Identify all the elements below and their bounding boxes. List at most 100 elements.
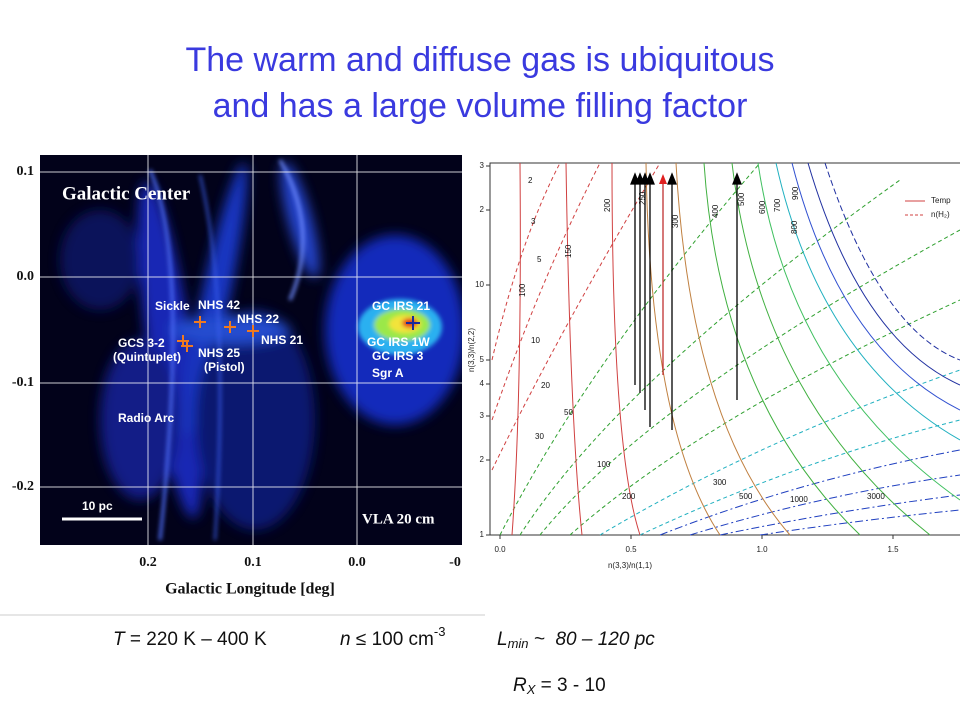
legend: Temp n(H₂)	[905, 196, 951, 219]
graphic	[486, 165, 894, 539]
density-contours	[491, 163, 960, 536]
contour-label: 5	[537, 255, 542, 264]
symbol: L	[497, 629, 508, 650]
contour-label: 10	[531, 336, 540, 345]
contour-label: 100	[518, 283, 527, 297]
symbol: R	[513, 675, 527, 696]
graphic	[611, 163, 641, 536]
graphic	[539, 229, 960, 536]
y-tick-label: 3	[480, 161, 485, 170]
source-label: GC IRS 21	[372, 299, 430, 313]
graphic	[775, 163, 960, 441]
symbol: T	[113, 629, 126, 650]
graphic	[182, 163, 248, 437]
graphic	[511, 163, 521, 536]
x-tick-label: 0.0	[348, 555, 366, 570]
source-label: Sgr A	[372, 366, 404, 380]
image-y-ticks: 0.1 0.0 -0.1 -0.2	[12, 164, 34, 494]
contour-label: 900	[791, 186, 800, 200]
contour-label: 600	[758, 200, 767, 214]
source-label: GC IRS 1W	[367, 335, 430, 349]
contour-label: 400	[711, 204, 720, 218]
plot-ticks	[486, 165, 894, 539]
graphic	[599, 369, 960, 536]
x-tick-label: -0	[449, 555, 461, 570]
graphic	[148, 169, 175, 541]
length-note: Lmin ~ 80 – 120 pc	[497, 629, 655, 651]
graphic	[659, 174, 667, 184]
source-label: (Pistol)	[204, 360, 245, 374]
source-label: GCS 3-2	[118, 336, 165, 350]
contour-label: 700	[773, 198, 782, 212]
graphic	[148, 159, 442, 541]
y-tick-label: 2	[480, 455, 485, 464]
contour-label: 50	[564, 408, 573, 417]
x-axis-label: n(3,3)/n(1,1)	[608, 561, 652, 570]
graphic	[630, 172, 742, 185]
title-line: and has a large volume filling factor	[213, 87, 748, 125]
y-tick-label: -0.2	[12, 479, 34, 494]
note-text: = 220 K – 400 K	[125, 629, 267, 650]
graphic	[491, 163, 561, 361]
source-label: Sickle	[155, 299, 190, 313]
contour-label: 800	[790, 220, 799, 234]
density-note: n ≤ 100 cm-3	[340, 624, 445, 650]
contour-label: 30	[535, 432, 544, 441]
contour-label: 250	[638, 191, 647, 205]
y-axis-label: n(3,3)/n(2,2)	[467, 328, 476, 372]
graphic	[824, 163, 960, 361]
temperature-note: T = 220 K – 400 K	[113, 629, 267, 650]
graphic	[689, 474, 960, 536]
graphic	[199, 174, 221, 541]
contour-label: 3000	[867, 492, 885, 501]
x-tick-label: 1.0	[756, 545, 768, 554]
graphic	[406, 316, 420, 330]
graphic	[60, 210, 140, 310]
contour-label: 20	[541, 381, 550, 390]
contour-label: 500	[739, 492, 753, 501]
source-label: NHS 21	[261, 333, 303, 347]
graphic	[177, 316, 259, 352]
y-tick-label: 1	[480, 530, 485, 539]
contour-label: 2	[528, 176, 533, 185]
contour-label: 1000	[790, 495, 808, 504]
graphic	[807, 163, 960, 386]
x-tick-label: 1.5	[887, 545, 899, 554]
graphic	[499, 163, 761, 536]
graphic	[757, 163, 960, 501]
graphic	[491, 163, 601, 421]
graphic	[791, 163, 960, 411]
graphic	[719, 494, 960, 536]
x-axis-label: Galactic Longitude [deg]	[165, 581, 335, 598]
superscript: -3	[434, 624, 446, 639]
source-label: NHS 42	[198, 298, 240, 312]
y-tick-label: 0.1	[17, 164, 35, 179]
contour-label: 300	[671, 214, 680, 228]
radio-image: Galactic Center Sickle NHS 42 NHS 22 NHS…	[0, 155, 485, 616]
graphic	[659, 449, 960, 536]
source-label: Radio Arc	[118, 411, 175, 425]
x-tick-label: 0.2	[139, 555, 157, 570]
source-markers	[177, 316, 420, 352]
source-label: NHS 25	[198, 346, 240, 360]
note-text: ~ 80 – 120 pc	[529, 629, 656, 650]
x-tick-label: 0.1	[244, 555, 262, 570]
graphic	[278, 159, 305, 301]
y-tick-label: 5	[480, 355, 485, 364]
y-tick-label: -0.1	[12, 375, 34, 390]
y-tick-label: 3	[480, 411, 485, 420]
instrument-label: VLA 20 cm	[362, 511, 435, 527]
symbol: n	[340, 629, 351, 650]
y-tick-label: 2	[480, 205, 485, 214]
legend-label: Temp	[931, 196, 951, 205]
contour-label: 100	[597, 460, 611, 469]
graphic	[645, 163, 721, 536]
y-tick-label: 0.0	[17, 269, 35, 284]
scale-label: 10 pc	[82, 499, 113, 513]
contour-label: 150	[564, 244, 573, 258]
y-tick-label: 10	[475, 280, 484, 289]
contour-label: 500	[737, 192, 746, 206]
ratio-note: RX = 3 - 10	[513, 675, 606, 697]
contour-label: 3	[531, 217, 536, 226]
